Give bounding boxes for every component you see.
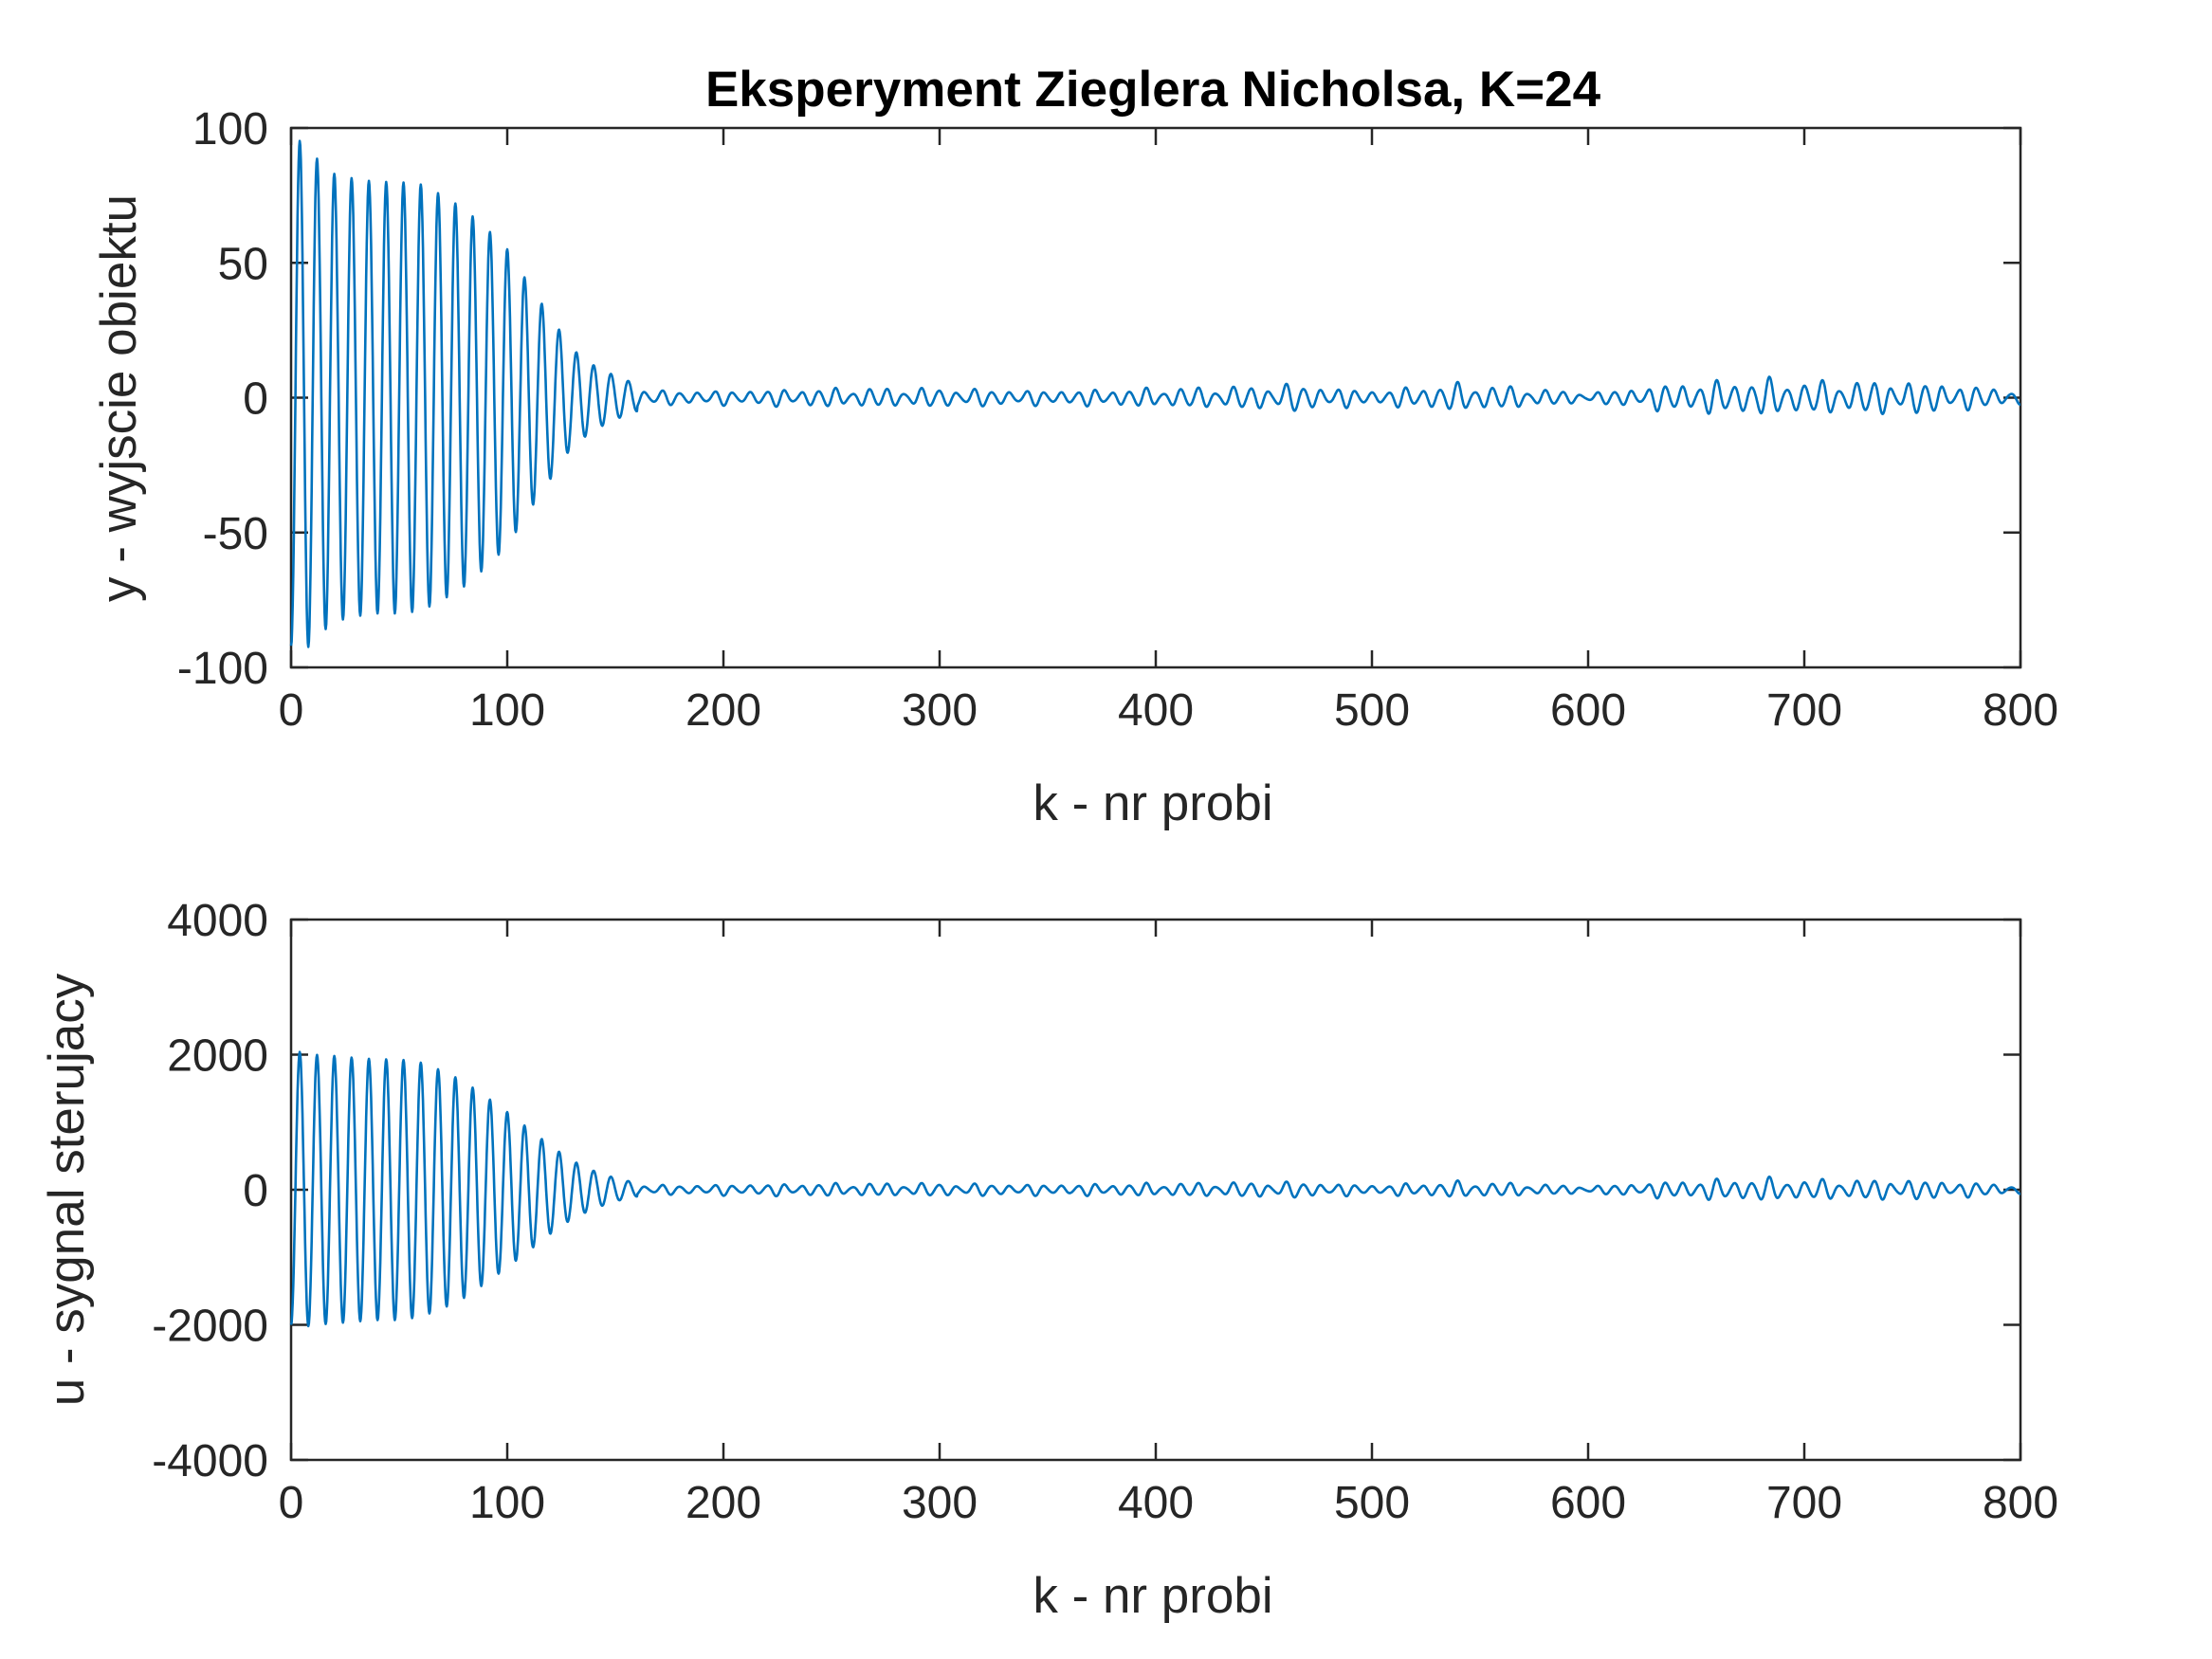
bottom-chart-x-tick-labels: 0 100 200 300 400 500 600 700 800	[279, 1478, 2058, 1528]
bottom-chart-x-tick-label-6: 600	[1550, 1478, 1626, 1528]
bottom-chart-series-line	[289, 1050, 2021, 1328]
top-chart-y-tick-label-2: 0	[243, 374, 268, 425]
bottom-chart-y-tick-labels: -4000 -2000 0 2000 4000	[152, 896, 268, 1486]
top-chart-x-tick-label-3: 300	[902, 685, 978, 736]
chart-title: Eksperyment Zieglera Nicholsa, K=24	[705, 62, 1601, 118]
bottom-chart-x-axis-label: k - nr probi	[1033, 1568, 1272, 1624]
top-chart-y-tick-labels: -100 -50 0 50 100	[177, 104, 268, 694]
top-chart-x-tick-label-7: 700	[1766, 685, 1842, 736]
bottom-chart-x-tick-label-5: 500	[1334, 1478, 1410, 1528]
bottom-chart-x-tick-label-0: 0	[279, 1478, 304, 1528]
top-chart-y-tick-label-1: -50	[203, 509, 268, 559]
bottom-chart-y-tick-label-2: 0	[243, 1166, 268, 1216]
top-chart-y-output: 0 100 200 300 400 500 600 700 800 -100-50050100 …	[91, 104, 2058, 831]
bottom-chart-y-tick-label-4: 4000	[167, 896, 268, 946]
bottom-chart-x-tick-label-3: 300	[902, 1478, 978, 1528]
bottom-chart-control-signal: 0 100 200 300 400 500 600 700 800 -4000 -2000 0 200…	[39, 896, 2058, 1624]
top-chart-y-axis-label: y - wyjscie obiektu	[91, 194, 147, 602]
top-chart-x-tick-label-1: 100	[469, 685, 545, 736]
top-chart-x-tick-label-5: 500	[1334, 685, 1410, 736]
bottom-chart-x-tick-label-8: 800	[1983, 1478, 2058, 1528]
top-chart-x-tick-label-8: 800	[1983, 685, 2058, 736]
top-chart-x-axis-label: k - nr probi	[1033, 775, 1272, 831]
top-chart-series-line	[289, 139, 2021, 648]
top-chart-x-tick-label-6: 600	[1550, 685, 1626, 736]
bottom-chart-x-tick-label-4: 400	[1118, 1478, 1194, 1528]
bottom-chart-y-axis-label: u - sygnal sterujacy	[39, 973, 95, 1406]
top-chart-x-tick-label-4: 400	[1118, 685, 1194, 736]
bottom-chart-plot-area	[289, 918, 2022, 1462]
bottom-chart-x-tick-label-2: 200	[686, 1478, 761, 1528]
top-chart-y-tick-label-0: -100	[177, 644, 268, 694]
top-chart-plot-area	[289, 126, 2022, 669]
top-chart-y-tick-label-4: 100	[192, 104, 268, 155]
top-chart-y-tick-label-3: 50	[218, 239, 268, 289]
top-chart-x-tick-label-0: 0	[279, 685, 304, 736]
top-chart-x-tick-label-2: 200	[686, 685, 761, 736]
bottom-chart-x-tick-label-1: 100	[469, 1478, 545, 1528]
bottom-chart-ticks	[289, 918, 2022, 1462]
bottom-chart-y-tick-label-0: -4000	[152, 1436, 268, 1486]
bottom-chart-y-tick-label-1: -2000	[152, 1302, 268, 1352]
top-chart-x-tick-labels: 0 100 200 300 400 500 600 700 800	[279, 685, 2058, 736]
bottom-chart-y-tick-label-3: 2000	[167, 1031, 268, 1082]
bottom-chart-x-tick-label-7: 700	[1766, 1478, 1842, 1528]
